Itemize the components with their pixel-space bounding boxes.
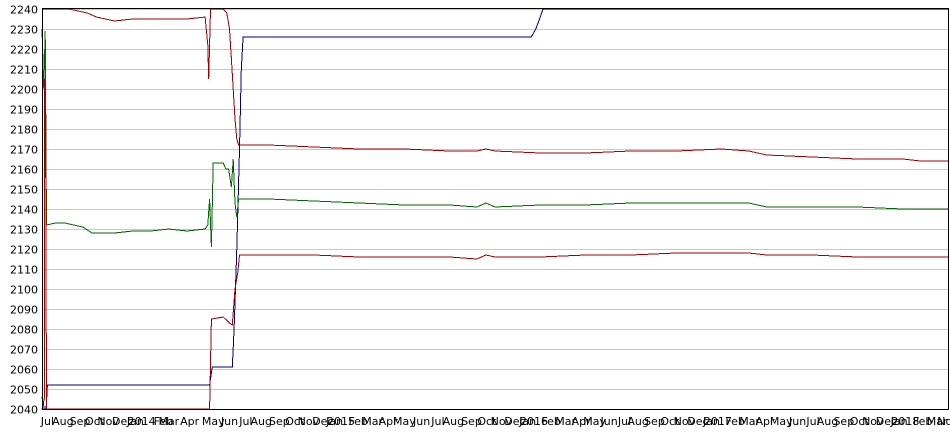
x-tick-label: Feb (913, 415, 932, 428)
y-tick-label: 2240 (10, 4, 38, 17)
y-tick-label: 2140 (10, 204, 38, 217)
y-tick-label: 2120 (10, 244, 38, 257)
x-tick-label: Feb (725, 415, 744, 428)
x-tick-label: Jan (518, 415, 536, 428)
x-tick-label: Dec (876, 415, 897, 428)
y-tick-label: 2040 (10, 404, 38, 417)
x-tick-label: Nov (937, 415, 950, 428)
x-tick-label: Dec (112, 415, 133, 428)
x-tick-label: Aug (251, 415, 272, 428)
x-tick-label: Nov (97, 415, 119, 428)
x-tick-label: 2016 (520, 415, 548, 428)
x-tick-label: Aug (817, 415, 838, 428)
x-tick-label: Jul (617, 415, 631, 428)
series-line-3 (41, 78, 948, 410)
series-line-2 (42, 8, 948, 162)
x-tick-label: Mar (158, 415, 179, 428)
series-line-1 (41, 28, 948, 248)
x-tick-label: Nov (862, 415, 884, 428)
x-tick-label: Mar (739, 415, 760, 428)
x-tick-label: May (393, 415, 416, 428)
x-tick-label: Oct (477, 415, 497, 428)
x-tick-label: Nov (298, 415, 320, 428)
x-tick-label: Jan (702, 415, 720, 428)
x-tick-label: Feb (154, 415, 173, 428)
x-tick-label: Jun (788, 415, 806, 428)
x-tick-label: Jan (890, 415, 908, 428)
x-tick-label: Oct (285, 415, 305, 428)
x-tick-label: 2015 (327, 415, 355, 428)
y-tick-label: 2160 (10, 164, 38, 177)
x-tick-label: Apr (755, 415, 775, 428)
x-tick-label: Mar (555, 415, 576, 428)
x-tick-label: 2018 (891, 415, 919, 428)
series-lines (41, 8, 948, 410)
x-tick-label: Sep (644, 415, 665, 428)
x-tick-label: Sep (269, 415, 290, 428)
x-tick-label: Jul (40, 415, 54, 428)
y-tick-label: 2210 (10, 64, 38, 77)
x-tick-label: Dec (504, 415, 525, 428)
x-tick-label: Jan (126, 415, 144, 428)
x-tick-label: Sep (70, 415, 91, 428)
x-tick-label: Sep (461, 415, 482, 428)
x-tick-label: Jul (430, 415, 444, 428)
y-tick-label: 2180 (10, 124, 38, 137)
x-tick-label: Mar (927, 415, 948, 428)
x-tick-label: Dec (687, 415, 708, 428)
grid-lines (42, 9, 948, 410)
x-tick-label: May (583, 415, 606, 428)
x-tick-label: Oct (850, 415, 870, 428)
x-tick-label: Jul (238, 415, 252, 428)
series-line-0 (41, 8, 948, 410)
x-tick-label: Apr (379, 415, 399, 428)
y-tick-label: 2150 (10, 184, 38, 197)
y-tick-label: 2080 (10, 324, 38, 337)
y-tick-label: 2060 (10, 364, 38, 377)
x-tick-label: 2014 (128, 415, 156, 428)
x-tick-label: Jul (805, 415, 819, 428)
x-tick-label: Jan (325, 415, 343, 428)
x-tick-label: Oct (660, 415, 680, 428)
y-tick-label: 2050 (10, 384, 38, 397)
y-tick-label: 2220 (10, 44, 38, 57)
x-tick-label: Jun (600, 415, 618, 428)
x-tick-label: Aug (443, 415, 464, 428)
y-axis-ticks: 2040 2050 2060 2070 2080 2090 2100 2110 2120 2130… (10, 4, 38, 417)
x-tick-label: 2017 (704, 415, 732, 428)
x-tick-label: Jun (220, 415, 238, 428)
x-tick-label: Nov (491, 415, 513, 428)
y-tick-label: 2230 (10, 24, 38, 37)
x-tick-label: Mar (362, 415, 383, 428)
y-tick-label: 2090 (10, 304, 38, 317)
y-tick-label: 2110 (10, 264, 38, 277)
x-tick-label: May (202, 415, 225, 428)
x-tick-label: Dec (312, 415, 333, 428)
x-tick-label: Nov (674, 415, 696, 428)
y-tick-label: 2130 (10, 224, 38, 237)
x-tick-label: Aug (627, 415, 648, 428)
y-tick-label: 2190 (10, 104, 38, 117)
plot-frame (42, 8, 949, 410)
x-tick-label: May (770, 415, 793, 428)
x-tick-label: Apr (572, 415, 592, 428)
y-tick-label: 2070 (10, 344, 38, 357)
x-tick-label: Feb (541, 415, 560, 428)
y-tick-label: 2200 (10, 84, 38, 97)
x-tick-label: Apr (180, 415, 200, 428)
x-tick-label: Feb (348, 415, 367, 428)
x-tick-label: Jun (412, 415, 430, 428)
x-tick-label: Aug (52, 415, 73, 428)
y-tick-label: 2100 (10, 284, 38, 297)
x-tick-label: Oct (85, 415, 105, 428)
y-tick-label: 2170 (10, 144, 38, 157)
x-tick-label: Sep (833, 415, 854, 428)
